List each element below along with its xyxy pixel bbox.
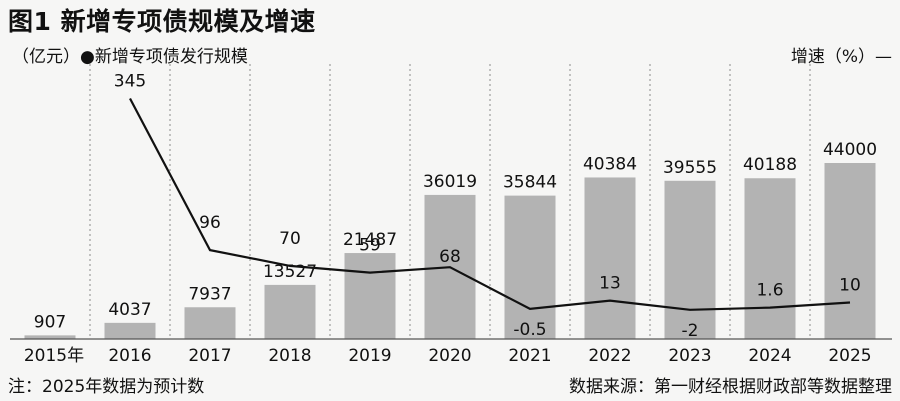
bar-value-label: 35844 xyxy=(503,173,557,193)
x-tick-label: 2016 xyxy=(108,346,151,366)
bar-2016 xyxy=(104,322,156,339)
source-note: 数据来源：第一财经根据财政部等数据整理 xyxy=(569,377,892,397)
bar-2015年 xyxy=(24,335,76,339)
x-tick-label: 2024 xyxy=(748,346,791,366)
growth-value-label: 68 xyxy=(439,247,461,267)
bar-2025 xyxy=(824,163,876,339)
chart-title: 图1 新增专项债规模及增速 xyxy=(8,7,316,36)
footnote: 注：2025年数据为预计数 xyxy=(8,377,205,397)
growth-value-label: 1.6 xyxy=(756,281,783,301)
growth-value-label: 13 xyxy=(599,274,621,294)
x-tick-labels: 2015年 2016 2017 2018 2019 2020 2021 2022 2023 202… xyxy=(24,346,872,366)
bar-2023 xyxy=(664,180,716,339)
x-tick-label: 2023 xyxy=(668,346,711,366)
growth-value-label: -2 xyxy=(682,321,699,341)
growth-value-label: -0.5 xyxy=(513,320,546,340)
x-tick-label: 2015年 xyxy=(24,346,84,366)
bar-2024 xyxy=(744,178,796,339)
grid-lines xyxy=(89,64,811,339)
bar-value-label: 40384 xyxy=(583,154,637,174)
bar-value-label: 39555 xyxy=(663,158,717,178)
bar-value-label: 21487 xyxy=(343,230,397,250)
growth-value-label: 96 xyxy=(199,213,221,233)
bar-2018 xyxy=(264,284,316,339)
bar-2017 xyxy=(184,307,236,339)
bar-value-label: 7937 xyxy=(188,284,231,304)
growth-axis-label: 增速（%）— xyxy=(790,47,892,67)
bars xyxy=(24,163,876,339)
bar-2019 xyxy=(344,253,396,339)
x-tick-label: 2017 xyxy=(188,346,231,366)
bar-value-label: 44000 xyxy=(823,140,877,160)
x-tick-label: 2018 xyxy=(268,346,311,366)
growth-line xyxy=(129,97,851,311)
x-tick-label: 2025 xyxy=(828,346,871,366)
x-tick-label: 2021 xyxy=(508,346,551,366)
bar-value-label: 13527 xyxy=(263,262,317,282)
x-tick-label: 2019 xyxy=(348,346,391,366)
growth-value-label: 10 xyxy=(839,275,861,295)
x-tick-label: 2020 xyxy=(428,346,471,366)
bar-value-label: 40188 xyxy=(743,155,797,175)
bar-value-label: 907 xyxy=(34,312,66,332)
bar-value-label: 4037 xyxy=(108,300,151,320)
bar-2021 xyxy=(504,195,556,339)
bar-2022 xyxy=(584,177,636,339)
unit-legend: （亿元）●新增专项债发行规模 xyxy=(12,47,248,67)
growth-value-label: 345 xyxy=(114,71,146,91)
growth-value-label: 70 xyxy=(279,229,301,249)
x-tick-label: 2022 xyxy=(588,346,631,366)
growth-value-label: 59 xyxy=(359,236,381,256)
bar-value-label: 36019 xyxy=(423,172,477,192)
